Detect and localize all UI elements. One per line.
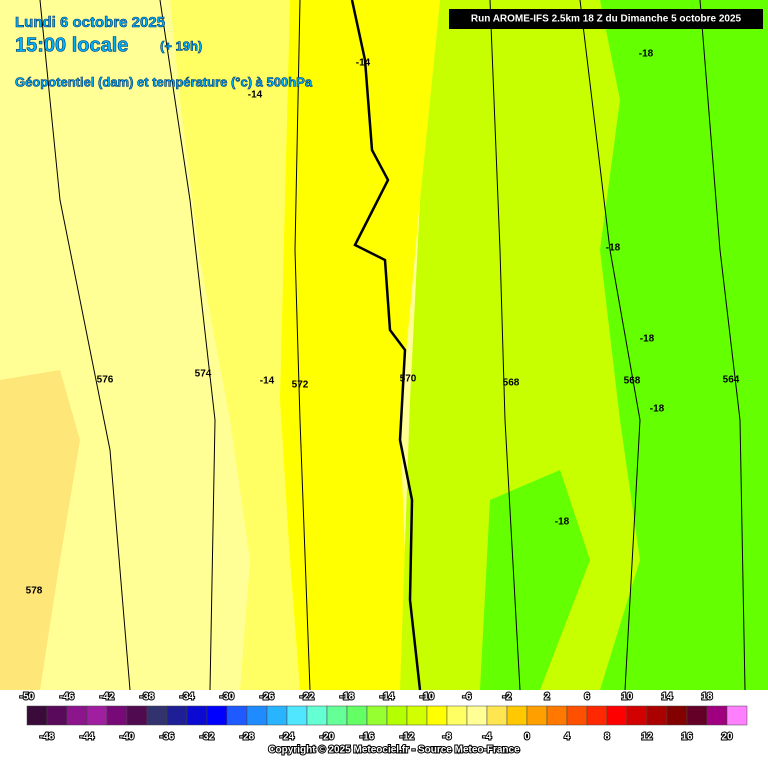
colorbar-swatch xyxy=(646,705,668,726)
colorbar-swatch xyxy=(366,705,388,726)
colorbar-label: -48 xyxy=(40,732,55,743)
geopotential-label: 578 xyxy=(26,586,43,597)
field: Géopotentiel (dam) et température (°c) à… xyxy=(15,74,313,89)
colorbar-label: 18 xyxy=(701,692,713,703)
colorbar-label: 2 xyxy=(544,692,550,703)
colorbar-label: -34 xyxy=(180,692,195,703)
colorbar-label: -32 xyxy=(200,732,215,743)
time: 15:00 locale xyxy=(15,34,128,56)
colorbar-label: -44 xyxy=(80,732,95,743)
colorbar-label: -14 xyxy=(380,692,395,703)
colorbar-swatch xyxy=(246,705,268,726)
colorbar-label: 12 xyxy=(641,732,653,743)
colorbar-label: 16 xyxy=(681,732,693,743)
colorbar-label: -28 xyxy=(240,732,255,743)
colorbar-swatch xyxy=(326,705,348,726)
colorbar-swatch xyxy=(426,705,448,726)
colorbar-swatch xyxy=(446,705,468,726)
colorbar-label: 0 xyxy=(524,732,530,743)
colorbar-label: -2 xyxy=(503,692,512,703)
colorbar-label: -46 xyxy=(60,692,75,703)
colorbar-label: 14 xyxy=(661,692,673,703)
colorbar-label: -18 xyxy=(340,692,355,703)
colorbar-swatch xyxy=(406,705,428,726)
colorbar-label: -50 xyxy=(20,692,35,703)
colorbar-swatch xyxy=(546,705,568,726)
temperature-label: -18 xyxy=(555,517,570,528)
run: Run AROME-IFS 2.5km 18 Z du Dimanche 5 o… xyxy=(471,14,742,25)
colorbar-label: 10 xyxy=(621,692,633,703)
colorbar-label: -22 xyxy=(300,692,315,703)
lead: (+ 19h) xyxy=(160,38,202,53)
colorbar-swatch xyxy=(346,705,368,726)
run-box xyxy=(449,9,763,29)
colorbar-swatch xyxy=(666,705,688,726)
colorbar-swatch xyxy=(726,705,748,726)
colorbar-label: 20 xyxy=(721,732,733,743)
geopotential-label: 568 xyxy=(503,378,520,389)
colorbar-swatch xyxy=(46,705,68,726)
colorbar-swatch xyxy=(266,705,288,726)
colorbar-swatch xyxy=(186,705,208,726)
colorbar-label: -10 xyxy=(420,692,435,703)
colorbar-label: -26 xyxy=(260,692,275,703)
temperature-label: -18 xyxy=(650,404,665,415)
temperature-label: -14 xyxy=(248,90,263,101)
colorbar-swatch xyxy=(466,705,488,726)
colorbar-swatch xyxy=(206,705,228,726)
contour-lines xyxy=(39,0,746,691)
geopotential-label: 572 xyxy=(292,380,309,391)
colorbar-swatch xyxy=(26,705,48,726)
colorbar-swatch xyxy=(586,705,608,726)
colorbar-swatch xyxy=(686,705,708,726)
colorbar-swatch xyxy=(606,705,628,726)
colorbar-label: -30 xyxy=(220,692,235,703)
colorbar-swatch xyxy=(106,705,128,726)
copyright: Copyright © 2025 Meteociel.fr - Source M… xyxy=(268,745,520,756)
geopotential-label: 564 xyxy=(723,375,740,386)
date: Lundi 6 octobre 2025 xyxy=(15,14,165,31)
colorbar-label: 6 xyxy=(584,692,590,703)
colorbar-label: -40 xyxy=(120,732,135,743)
colorbar-swatch xyxy=(626,705,648,726)
colorbar-swatch xyxy=(566,705,588,726)
colorbar-label: -16 xyxy=(360,732,375,743)
colorbar-swatch xyxy=(166,705,188,726)
temperature-label: -18 xyxy=(639,49,654,60)
colorbar-label: -38 xyxy=(140,692,155,703)
geopotential-label: 574 xyxy=(195,369,212,380)
colorbar-label: -42 xyxy=(100,692,115,703)
colorbar-swatch xyxy=(306,705,328,726)
colorbar-swatch xyxy=(486,705,508,726)
colorbar-swatch xyxy=(506,705,528,726)
border xyxy=(350,0,422,691)
colorbar-swatch xyxy=(66,705,88,726)
temperature-label: -18 xyxy=(606,243,621,254)
colorbar-swatch xyxy=(286,705,308,726)
colorbar-label: -8 xyxy=(443,732,452,743)
geopotential-label: 576 xyxy=(97,375,114,386)
colorbar-label: -6 xyxy=(463,692,472,703)
geopotential-label: 570 xyxy=(400,374,417,385)
colorbar-swatch xyxy=(86,705,108,726)
colorbar-label: -20 xyxy=(320,732,335,743)
colorbar-label: 4 xyxy=(564,732,570,743)
colorbar-swatch xyxy=(146,705,168,726)
temperature-label: -14 xyxy=(260,376,275,387)
colorbar-label: -24 xyxy=(280,732,295,743)
colorbar-label: -36 xyxy=(160,732,175,743)
colorbar-swatch xyxy=(706,705,728,726)
temperature-label: -14 xyxy=(356,58,371,69)
temperature-label: -18 xyxy=(640,334,655,345)
colorbar-swatch xyxy=(126,705,148,726)
colorbar-swatch xyxy=(386,705,408,726)
colorbar-swatch xyxy=(526,705,548,726)
colorbar-label: -4 xyxy=(483,732,492,743)
colorbar-label: 8 xyxy=(604,732,610,743)
colorbar-swatch xyxy=(226,705,248,726)
geopotential-label: 568 xyxy=(624,376,641,387)
colorbar-label: -12 xyxy=(400,732,415,743)
